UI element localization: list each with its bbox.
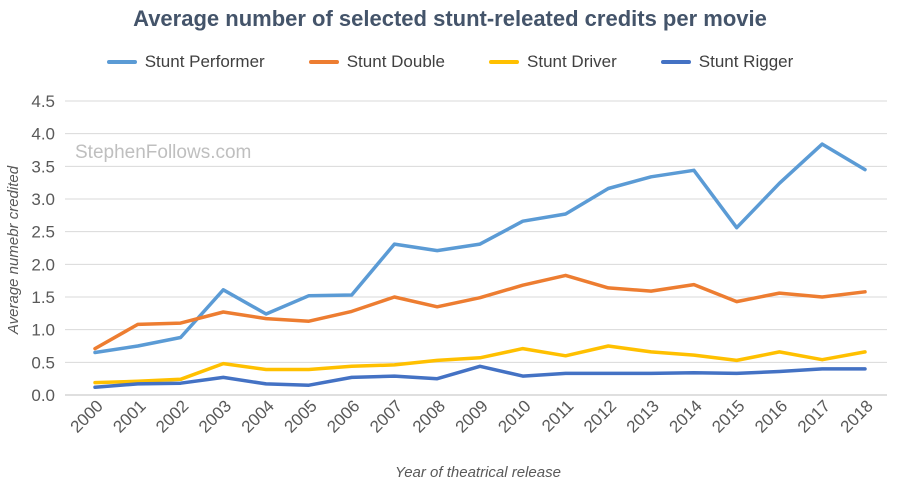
series-line-stunt-rigger — [93, 364, 867, 389]
watermark: StephenFollows.com — [75, 142, 251, 163]
x-tick-label: 2017 — [794, 396, 834, 436]
x-tick-label: 2012 — [580, 396, 620, 436]
series-line-stunt-driver — [93, 344, 867, 385]
gridlines — [65, 100, 887, 396]
x-tick-label: 2004 — [238, 396, 278, 436]
y-tick-label: 1.0 — [31, 321, 55, 340]
x-tick-label: 2006 — [323, 396, 363, 436]
chart-title: Average number of selected stunt-releate… — [133, 6, 767, 31]
x-tick-label: 2002 — [152, 396, 192, 436]
y-axis-ticks: 0.0 0.5 1.0 1.5 2.0 2.5 3.0 3.5 4.0 4.5 — [31, 92, 55, 405]
legend-label-stunt-double: Stunt Double — [346, 52, 446, 71]
legend: Stunt Performer Stunt Double Stunt Drive… — [0, 52, 900, 72]
series-line-stunt-double — [93, 273, 867, 351]
x-tick-label: 2016 — [751, 396, 791, 436]
x-axis-title: Year of theatrical release — [395, 464, 561, 481]
legend-label-stunt-performer: Stunt Performer — [144, 52, 265, 71]
y-tick-label: 1.5 — [31, 288, 55, 307]
legend-swatch-stunt-performer — [106, 60, 137, 64]
series-lines — [93, 142, 867, 389]
legend-swatch-stunt-driver — [489, 60, 520, 64]
x-tick-label: 2011 — [538, 396, 577, 435]
series-line-stunt-performer — [93, 142, 867, 355]
x-tick-label: 2018 — [837, 396, 877, 436]
x-tick-label: 2003 — [195, 396, 235, 436]
x-tick-label: 2000 — [67, 396, 107, 436]
x-tick-label: 2010 — [494, 396, 534, 436]
legend-item-stunt-double: Stunt Double — [308, 52, 446, 72]
x-tick-label: 2014 — [666, 396, 706, 436]
x-tick-label: 2005 — [281, 396, 321, 436]
y-tick-label: 0.0 — [31, 386, 55, 405]
x-axis-ticks: 2000 2001 2002 2003 2004 2005 2006 2007 2008 2009… — [67, 396, 877, 436]
legend-item-stunt-driver: Stunt Driver — [489, 52, 617, 72]
y-tick-label: 3.5 — [31, 157, 55, 176]
y-tick-label: 3.0 — [31, 190, 55, 209]
y-axis-title: Average numebr credited — [5, 165, 22, 335]
x-tick-label: 2009 — [452, 396, 492, 436]
y-tick-label: 2.5 — [31, 223, 55, 242]
x-tick-label: 2001 — [109, 396, 149, 436]
x-tick-label: 2015 — [708, 396, 748, 436]
legend-item-stunt-performer: Stunt Performer — [106, 52, 265, 72]
y-tick-label: 4.0 — [31, 125, 55, 144]
legend-swatch-stunt-double — [308, 60, 339, 64]
legend-label-stunt-driver: Stunt Driver — [527, 52, 617, 71]
x-tick-label: 2007 — [366, 396, 406, 436]
y-tick-label: 4.5 — [31, 92, 55, 111]
x-tick-label: 2013 — [623, 396, 663, 436]
y-tick-label: 2.0 — [31, 255, 55, 274]
legend-swatch-stunt-rigger — [660, 60, 691, 64]
legend-label-stunt-rigger: Stunt Rigger — [698, 52, 794, 71]
legend-item-stunt-rigger: Stunt Rigger — [660, 52, 794, 72]
y-tick-label: 0.5 — [31, 353, 55, 372]
x-tick-label: 2008 — [409, 396, 449, 436]
